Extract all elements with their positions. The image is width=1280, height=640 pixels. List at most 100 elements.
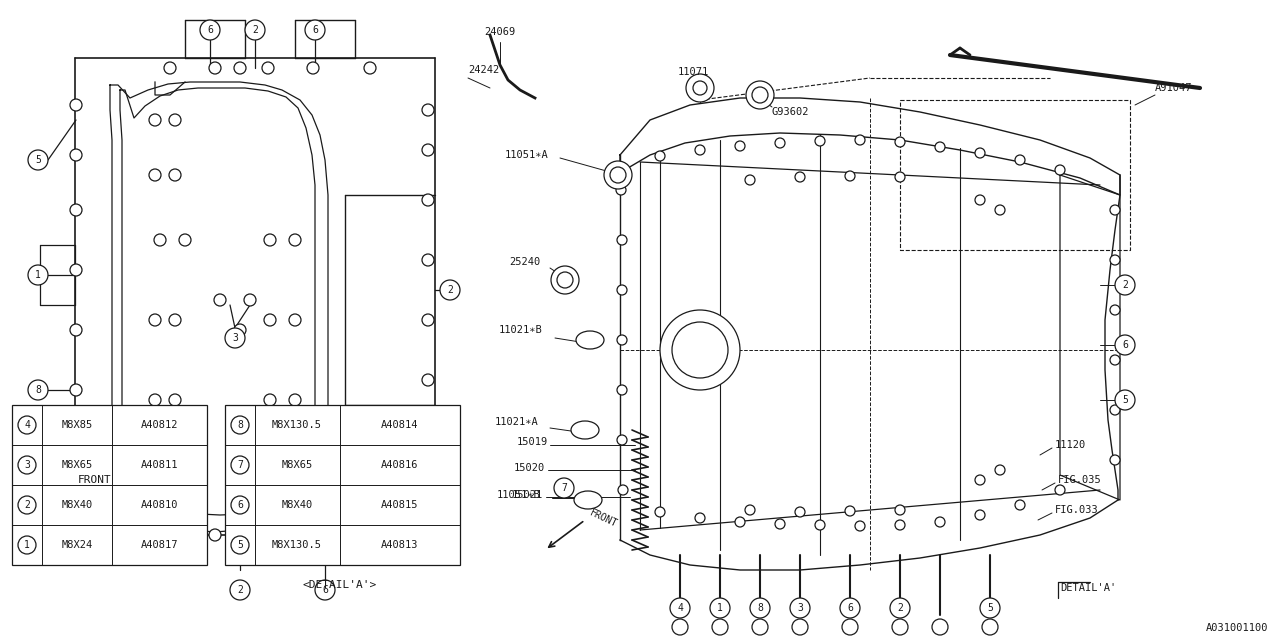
- Bar: [12, 405, 207, 565]
- Circle shape: [70, 99, 82, 111]
- Text: 3: 3: [232, 333, 238, 343]
- Circle shape: [422, 314, 434, 326]
- Circle shape: [422, 474, 434, 486]
- Circle shape: [1055, 485, 1065, 495]
- Circle shape: [148, 114, 161, 126]
- Circle shape: [264, 459, 276, 471]
- Text: 15019: 15019: [517, 437, 548, 447]
- Text: 25240: 25240: [508, 257, 540, 267]
- Circle shape: [148, 394, 161, 406]
- Text: 15021: 15021: [512, 490, 543, 500]
- Circle shape: [154, 234, 166, 246]
- Text: 24242: 24242: [468, 65, 499, 75]
- Circle shape: [1110, 355, 1120, 365]
- Text: FRONT: FRONT: [588, 508, 618, 529]
- Text: 1: 1: [717, 603, 723, 613]
- Circle shape: [440, 280, 460, 300]
- Circle shape: [692, 81, 707, 95]
- Circle shape: [845, 171, 855, 181]
- Text: 3: 3: [24, 460, 29, 470]
- Circle shape: [1055, 165, 1065, 175]
- Circle shape: [1015, 155, 1025, 165]
- Circle shape: [364, 514, 376, 526]
- Text: 5: 5: [1123, 395, 1128, 405]
- Circle shape: [230, 580, 250, 600]
- Circle shape: [422, 144, 434, 156]
- Text: 11071: 11071: [677, 67, 709, 77]
- Text: M8X85: M8X85: [61, 420, 92, 430]
- Circle shape: [28, 450, 49, 470]
- Circle shape: [28, 150, 49, 170]
- Circle shape: [164, 519, 177, 531]
- Text: A91047: A91047: [1155, 83, 1193, 93]
- Circle shape: [795, 507, 805, 517]
- Circle shape: [230, 496, 250, 514]
- Text: FIG.035: FIG.035: [1059, 475, 1102, 485]
- Circle shape: [70, 324, 82, 336]
- Circle shape: [422, 424, 434, 436]
- Circle shape: [855, 135, 865, 145]
- Text: FIG.033: FIG.033: [1055, 505, 1098, 515]
- Circle shape: [815, 520, 826, 530]
- Circle shape: [422, 104, 434, 116]
- Circle shape: [845, 506, 855, 516]
- Circle shape: [557, 272, 573, 288]
- Text: 11051∗A: 11051∗A: [504, 150, 548, 160]
- Text: G93602: G93602: [772, 107, 809, 117]
- Circle shape: [890, 598, 910, 618]
- Circle shape: [655, 507, 666, 517]
- Text: M8X40: M8X40: [61, 500, 92, 510]
- Circle shape: [209, 62, 221, 74]
- Text: <DETAIL'A'>: <DETAIL'A'>: [303, 580, 378, 590]
- Circle shape: [422, 194, 434, 206]
- Text: M8X24: M8X24: [61, 540, 92, 550]
- Circle shape: [28, 265, 49, 285]
- Circle shape: [230, 456, 250, 474]
- Circle shape: [422, 254, 434, 266]
- Circle shape: [289, 234, 301, 246]
- Text: DETAIL'A': DETAIL'A': [1060, 583, 1116, 593]
- Circle shape: [244, 294, 256, 306]
- Circle shape: [792, 619, 808, 635]
- Circle shape: [164, 62, 177, 74]
- Circle shape: [618, 485, 628, 495]
- Text: 4: 4: [677, 603, 684, 613]
- Circle shape: [307, 62, 319, 74]
- Circle shape: [148, 169, 161, 181]
- Circle shape: [305, 20, 325, 40]
- Text: 2: 2: [897, 603, 902, 613]
- Text: 8: 8: [35, 385, 41, 395]
- Circle shape: [695, 145, 705, 155]
- Circle shape: [842, 619, 858, 635]
- Circle shape: [746, 81, 774, 109]
- Text: 2: 2: [24, 500, 29, 510]
- Text: 6: 6: [1123, 340, 1128, 350]
- Circle shape: [745, 175, 755, 185]
- Circle shape: [234, 62, 246, 74]
- Circle shape: [70, 264, 82, 276]
- Circle shape: [422, 374, 434, 386]
- Ellipse shape: [573, 491, 602, 509]
- Text: 4: 4: [35, 455, 41, 465]
- Circle shape: [230, 416, 250, 434]
- Circle shape: [28, 520, 49, 540]
- Text: 5: 5: [987, 603, 993, 613]
- Text: 8: 8: [756, 603, 763, 613]
- Circle shape: [617, 435, 627, 445]
- Circle shape: [18, 456, 36, 474]
- Circle shape: [154, 459, 166, 471]
- Circle shape: [264, 532, 276, 544]
- Circle shape: [1115, 335, 1135, 355]
- Circle shape: [179, 459, 191, 471]
- Circle shape: [70, 484, 82, 496]
- Circle shape: [774, 138, 785, 148]
- Text: M8X40: M8X40: [282, 500, 312, 510]
- Circle shape: [753, 87, 768, 103]
- Circle shape: [289, 394, 301, 406]
- Text: 6: 6: [207, 25, 212, 35]
- Circle shape: [1115, 275, 1135, 295]
- Circle shape: [840, 598, 860, 618]
- Circle shape: [264, 314, 276, 326]
- Circle shape: [995, 465, 1005, 475]
- Circle shape: [660, 310, 740, 390]
